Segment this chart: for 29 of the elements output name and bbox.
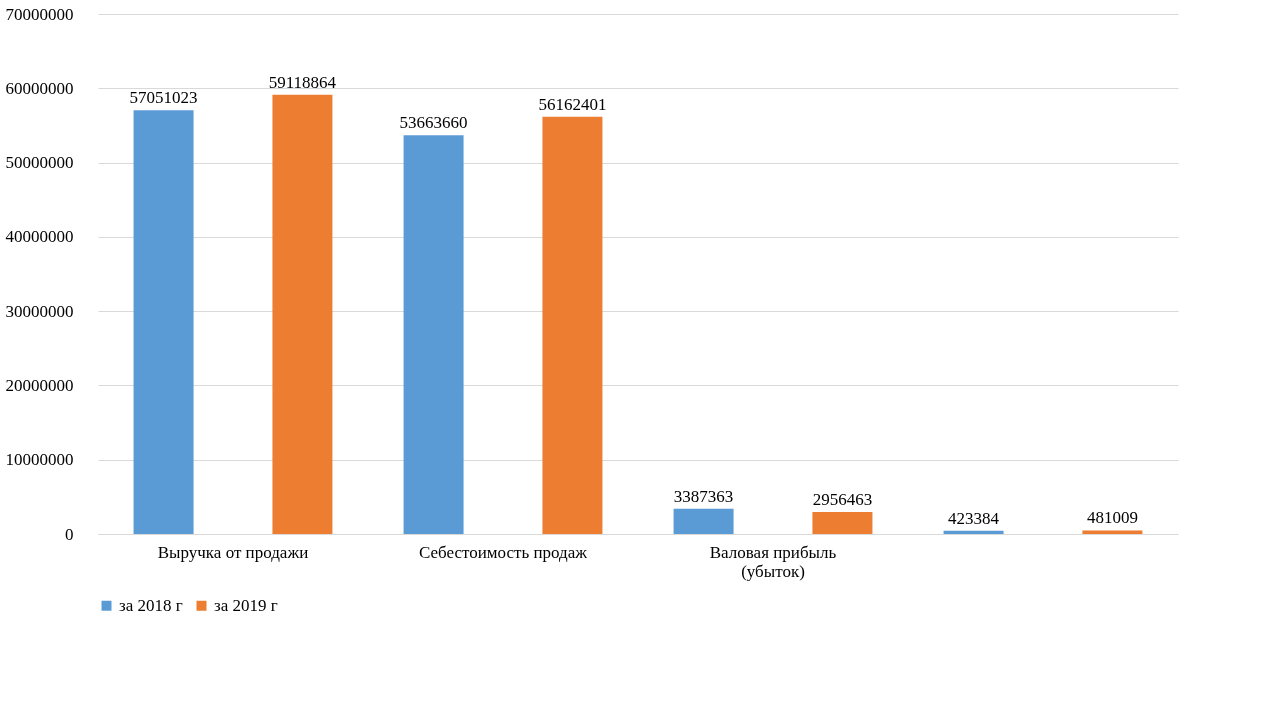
y-tick-label: 0 (65, 524, 74, 544)
legend-label: за 2018 г (119, 595, 183, 615)
bar (133, 110, 194, 534)
bar (403, 135, 464, 534)
bar (272, 94, 333, 534)
x-tick-label: Валовая прибыль (убыток) (709, 542, 837, 581)
y-tick-label: 20000000 (5, 375, 74, 395)
y-tick-label: 60000000 (5, 78, 74, 98)
x-tick-label: Себестоимость продаж (418, 542, 588, 562)
y-tick-label: 50000000 (5, 153, 74, 173)
data-label: 53663660 (399, 113, 468, 133)
y-tick-label: 10000000 (5, 450, 74, 470)
bar (943, 530, 1004, 534)
data-label: 423384 (948, 508, 1000, 528)
data-label: 57051023 (129, 88, 198, 108)
y-tick-label: 30000000 (5, 301, 74, 321)
y-tick-label: 40000000 (5, 227, 74, 247)
bar (542, 116, 603, 534)
data-label: 56162401 (538, 94, 607, 114)
data-label: 3387363 (673, 486, 734, 506)
bar (673, 508, 734, 534)
bar (812, 512, 873, 534)
y-tick-label: 70000000 (5, 4, 74, 24)
data-label: 59118864 (268, 72, 337, 92)
x-tick-label: Выручка от продажи (157, 542, 309, 562)
data-label: 2956463 (812, 490, 873, 510)
bar (1082, 530, 1143, 534)
legend-label: за 2019 г (214, 595, 278, 615)
data-label: 481009 (1086, 508, 1138, 528)
